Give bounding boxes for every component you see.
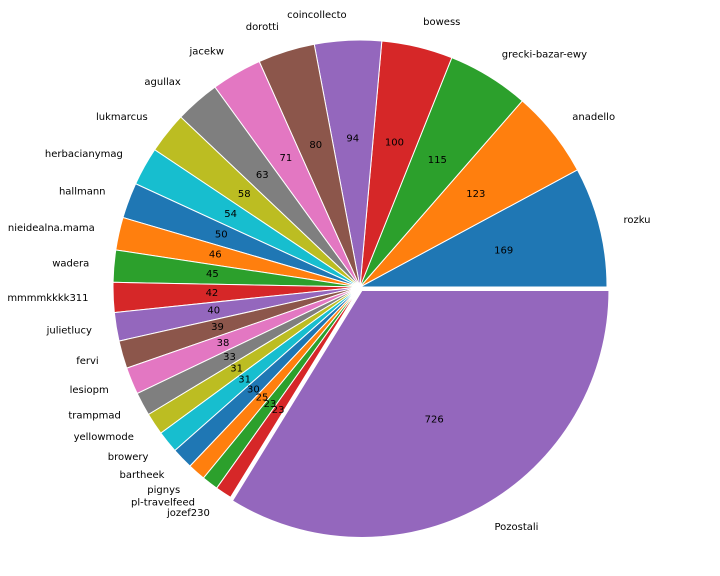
slice-label-anadello: anadello	[572, 112, 615, 123]
slice-label-jozef230: jozef230	[166, 508, 210, 519]
slice-label-agullax: agullax	[144, 77, 180, 88]
slice-label-browery: browery	[108, 452, 149, 463]
pie-slice-pozostali	[231, 289, 610, 538]
value-label-rozku: 169	[494, 245, 513, 256]
value-label-browery: 31	[238, 374, 251, 385]
value-label-julietlucy: 40	[207, 305, 220, 316]
value-label-pignys: 25	[256, 393, 269, 404]
value-label-lesiopm: 38	[217, 338, 230, 349]
slice-label-pozostali: Pozostali	[494, 522, 538, 533]
value-label-nieidealna-mama: 46	[209, 249, 222, 260]
slice-label-lukmarcus: lukmarcus	[96, 112, 148, 123]
slice-label-yellowmode: yellowmode	[74, 432, 134, 443]
value-label-grecki-bazar-ewy: 115	[428, 155, 447, 166]
slice-label-julietlucy: julietlucy	[46, 325, 92, 336]
value-label-herbacianymag: 54	[224, 209, 237, 220]
slice-label-pignys: pignys	[147, 485, 180, 496]
slice-label-lesiopm: lesiopm	[70, 385, 109, 396]
value-label-agullax: 63	[256, 170, 269, 181]
value-label-yellowmode: 31	[230, 364, 243, 375]
value-label-coincollecto: 94	[346, 133, 359, 144]
slice-label-hallmann: hallmann	[59, 186, 106, 197]
value-label-dorotti: 80	[309, 140, 322, 151]
value-label-bowess: 100	[385, 137, 404, 148]
pie-labels: 169 rozku 123 anadello 115 grecki-bazar-ewy 10…	[7, 10, 650, 533]
pie-slices	[112, 39, 610, 538]
slice-label-coincollecto: coincollecto	[287, 10, 347, 21]
slice-label-trampmad: trampmad	[68, 410, 120, 421]
value-label-lukmarcus: 58	[238, 189, 251, 200]
slice-label-bartheek: bartheek	[120, 470, 165, 481]
slice-label-bowess: bowess	[423, 17, 460, 28]
slice-label-mmmmkkkk311: mmmmkkkk311	[7, 293, 88, 304]
slice-label-rozku: rozku	[623, 215, 650, 226]
slice-label-pl-travelfeed: pl-travelfeed	[131, 497, 195, 508]
value-label-mmmmkkkk311: 42	[206, 288, 219, 299]
value-label-bartheek: 30	[247, 384, 260, 395]
slice-label-herbacianymag: herbacianymag	[45, 149, 123, 160]
slice-label-dorotti: dorotti	[246, 22, 279, 33]
value-label-fervi: 39	[211, 322, 224, 333]
value-label-pl-travelfeed: 23	[264, 399, 277, 410]
value-label-trampmad: 33	[223, 352, 236, 363]
slice-label-wadera: wadera	[52, 258, 89, 269]
slice-label-grecki-bazar-ewy: grecki-bazar-ewy	[502, 50, 587, 61]
value-label-hallmann: 50	[215, 230, 228, 241]
slice-label-jacekw: jacekw	[189, 46, 225, 57]
pie-slice-jozef230	[215, 286, 361, 499]
pie-slice-rozku	[359, 169, 608, 288]
value-label-jozef230: 23	[272, 405, 285, 416]
slice-label-nieidealna-mama: nieidealna.mama	[8, 223, 95, 234]
value-label-wadera: 45	[206, 269, 219, 280]
value-label-pozostali: 726	[425, 414, 444, 425]
value-label-jacekw: 71	[279, 153, 292, 164]
slice-label-fervi: fervi	[76, 356, 98, 367]
value-label-anadello: 123	[466, 189, 485, 200]
